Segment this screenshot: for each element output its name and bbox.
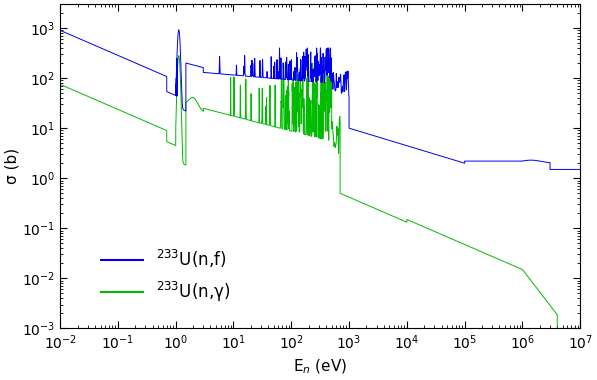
Y-axis label: σ (b): σ (b): [4, 148, 19, 184]
X-axis label: E$_n$ (eV): E$_n$ (eV): [293, 358, 347, 376]
Legend: $^{233}$U(n,f), $^{233}$U(n,γ): $^{233}$U(n,f), $^{233}$U(n,γ): [94, 241, 237, 310]
